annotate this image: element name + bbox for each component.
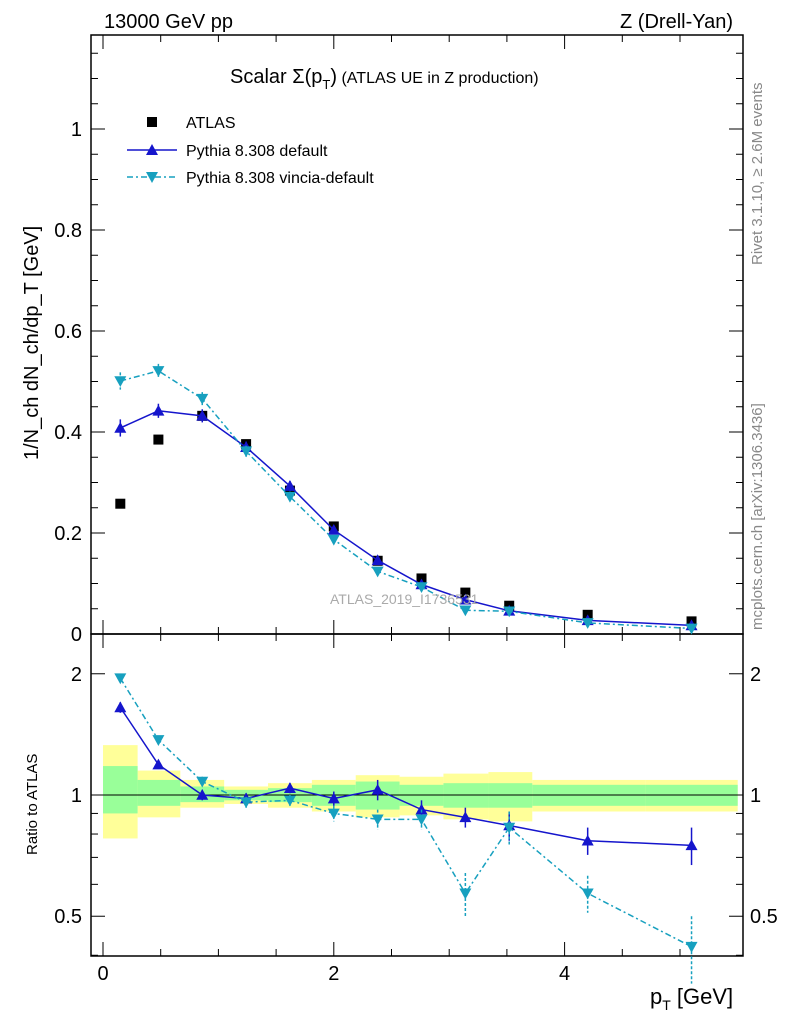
legend: ATLAS Pythia 8.308 default Pythia 8.308 … — [127, 115, 374, 187]
header-right: Z (Drell-Yan) — [620, 11, 733, 33]
ratio-point-default — [371, 783, 384, 795]
legend-marker-default — [146, 144, 158, 155]
axis-ticks — [91, 35, 743, 956]
ratio-series — [114, 673, 698, 984]
ratio-tick-label-right: 0.5 — [750, 906, 778, 928]
data-point-default — [152, 404, 165, 416]
ratio-point-default — [114, 701, 127, 713]
data-point-vincia — [371, 566, 384, 578]
data-point-default — [327, 523, 340, 535]
ratio-point-vincia — [459, 888, 472, 900]
ratio-point-vincia — [503, 822, 516, 834]
legend-label-default: Pythia 8.308 default — [186, 143, 328, 160]
ratio-line-default — [119, 706, 692, 847]
ratio-tick-label-left: 2 — [71, 664, 82, 686]
ratio-point-default — [283, 782, 296, 793]
x-axis-label: pT [GeV] — [650, 984, 733, 1013]
ratio-point-vincia — [283, 795, 296, 807]
data-series — [114, 363, 698, 635]
ratio-point-vincia — [415, 814, 428, 826]
ratio-point-vincia — [327, 808, 340, 820]
series-line-vincia — [120, 370, 692, 630]
y-axis-label: 1/N_ch dN_ch/dp_T [GeV] — [21, 226, 43, 460]
tick-labels: 0 2 4 0.2 0.4 0.6 0.8 1 0 0.5 0.5 1 1 2 2 — [54, 119, 778, 985]
legend-marker-atlas — [147, 117, 157, 127]
ratio-point-vincia — [240, 797, 253, 809]
data-point-vincia — [196, 393, 209, 405]
ratio-line-vincia — [119, 677, 692, 948]
data-point-vincia — [114, 376, 127, 387]
data-point-atlas — [460, 587, 471, 598]
y-tick-label: 0.4 — [54, 422, 82, 444]
chart-title: Scalar Σ(pT) (ATLAS UE in Z production) — [230, 66, 539, 92]
ratio-band-green-0 — [103, 766, 138, 814]
series-line-default — [120, 410, 692, 627]
data-point-default — [371, 554, 384, 566]
header-left: 13000 GeV pp — [104, 11, 233, 33]
ratio-axis-label: Ratio to ATLAS — [24, 754, 41, 855]
ratio-tick-label-right: 2 — [750, 664, 761, 686]
data-point-vincia — [152, 366, 165, 377]
x-tick-label: 2 — [328, 963, 339, 985]
data-point-default — [114, 421, 127, 433]
x-tick-label: 0 — [97, 963, 108, 985]
legend-marker-vincia — [146, 172, 158, 183]
ratio-point-vincia — [685, 941, 698, 953]
ratio-tick-label-left: 0.5 — [54, 906, 82, 928]
rivet-version-label: Rivet 3.1.10, ≥ 2.6M events — [749, 83, 766, 266]
ratio-point-vincia — [152, 735, 165, 746]
legend-label-vincia: Pythia 8.308 vincia-default — [186, 170, 374, 187]
ratio-point-default — [459, 811, 472, 823]
x-tick-label: 4 — [559, 963, 570, 985]
ratio-tick-label-left: 1 — [71, 785, 82, 807]
data-point-vincia — [503, 606, 516, 618]
y-tick-label: 1 — [71, 119, 82, 141]
ratio-point-default — [685, 839, 698, 851]
y-tick-label: 0.8 — [54, 220, 82, 242]
mcplots-reference-label: mcplots.cern.ch [arXiv:1306.3436] — [749, 403, 766, 630]
data-point-vincia — [283, 491, 296, 503]
data-point-vincia — [240, 446, 253, 458]
data-point-atlas — [416, 573, 427, 584]
ratio-point-vincia — [114, 673, 127, 685]
y-tick-label-zero: 0 — [71, 624, 82, 646]
ratio-point-vincia — [581, 888, 594, 900]
ratio-band-green-1 — [137, 779, 181, 806]
ratio-tick-label-right: 1 — [750, 785, 761, 807]
data-point-atlas — [115, 498, 126, 509]
data-point-vincia — [581, 618, 594, 629]
data-point-vincia — [459, 605, 472, 617]
y-tick-label: 0.2 — [54, 523, 82, 545]
ratio-point-default — [415, 803, 428, 815]
ratio-point-vincia — [371, 814, 384, 826]
data-point-vincia — [327, 534, 340, 546]
data-point-default — [283, 480, 296, 491]
data-point-atlas — [153, 434, 164, 445]
data-point-default — [459, 593, 472, 605]
ratio-point-default — [327, 792, 340, 804]
ratio-point-default — [196, 789, 209, 800]
ratio-point-vincia — [196, 776, 209, 788]
legend-label-atlas: ATLAS — [186, 115, 236, 132]
ratio-point-default — [152, 758, 165, 770]
data-point-vincia — [415, 582, 428, 594]
analysis-watermark: ATLAS_2019_I1736531 — [330, 591, 479, 607]
y-tick-label: 0.6 — [54, 321, 82, 343]
ratio-point-default — [581, 834, 594, 846]
data-point-vincia — [685, 623, 698, 635]
data-point-default — [196, 409, 209, 421]
